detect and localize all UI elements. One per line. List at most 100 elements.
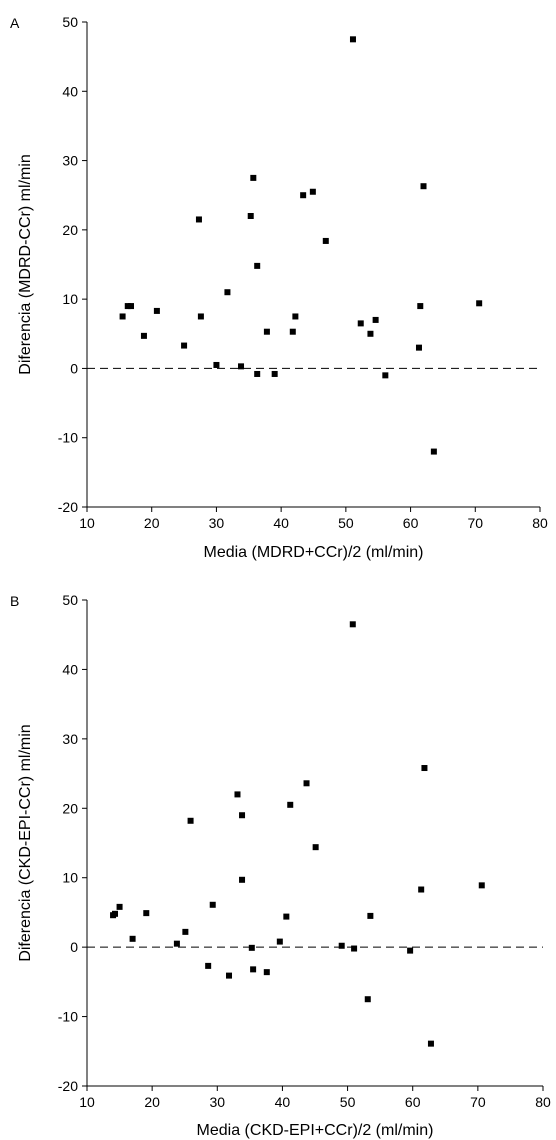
data-point	[292, 313, 299, 320]
panel-letter: A	[10, 15, 20, 31]
data-point	[415, 344, 422, 351]
data-point	[182, 928, 189, 935]
x-tick-label: 70	[470, 1094, 486, 1110]
x-tick-label: 40	[275, 1094, 291, 1110]
y-tick-label: 20	[62, 222, 78, 238]
panel-letter: B	[10, 593, 19, 609]
x-tick-label: 40	[273, 515, 289, 531]
data-point	[287, 801, 294, 808]
data-point	[239, 812, 246, 819]
data-point	[181, 342, 188, 349]
data-point	[205, 962, 212, 969]
data-point	[418, 886, 425, 893]
x-tick-label: 30	[209, 515, 225, 531]
y-tick-label: -20	[58, 1078, 78, 1094]
data-point	[420, 183, 427, 190]
y-axis-title: Diferencia (MDRD-CCr) ml/min	[17, 154, 34, 374]
data-point	[322, 237, 329, 244]
data-point	[248, 944, 255, 951]
data-point	[143, 910, 150, 917]
data-point	[430, 448, 437, 455]
y-tick-label: 10	[62, 291, 78, 307]
x-tick-label: 50	[340, 1094, 356, 1110]
x-tick-label: 10	[79, 1094, 95, 1110]
x-tick-label: 20	[144, 1094, 160, 1110]
x-tick-label: 80	[535, 1094, 551, 1110]
data-point	[309, 188, 316, 195]
x-axis-title: Media (MDRD+CCr)/2 (ml/min)	[203, 544, 423, 561]
data-point	[129, 935, 136, 942]
data-point	[234, 791, 241, 798]
data-point	[263, 969, 270, 976]
data-point	[283, 913, 290, 920]
data-point	[112, 910, 119, 917]
y-tick-label: 0	[70, 360, 78, 376]
x-tick-label: 20	[144, 515, 160, 531]
data-point	[250, 174, 257, 181]
data-point	[173, 940, 180, 947]
x-tick-label: 80	[532, 515, 548, 531]
y-tick-label: 50	[62, 14, 78, 30]
data-point	[303, 780, 310, 787]
data-point	[195, 216, 202, 223]
data-point	[254, 370, 261, 377]
data-point	[153, 307, 160, 314]
data-point	[351, 945, 358, 952]
data-point	[427, 1040, 434, 1047]
y-tick-label: 10	[62, 870, 78, 886]
x-axis-title: Media (CKD-EPI+CCr)/2 (ml/min)	[197, 1122, 434, 1139]
data-point	[349, 36, 356, 43]
y-tick-label: -10	[58, 430, 78, 446]
data-point	[124, 303, 131, 310]
x-tick-label: 30	[209, 1094, 225, 1110]
data-point	[338, 942, 345, 949]
data-point	[263, 328, 270, 335]
chart-panel-b: B -20 -10 0 10 20 30 40 50 10 20 30 40 50 60 70 80 Media …	[10, 592, 551, 1139]
data-point	[116, 903, 123, 910]
y-tick-label: 40	[62, 83, 78, 99]
chart-panel-a: A -20 -10 0 10 20 30 40 50 10 20 30 40 50 60 70 80 Media …	[10, 14, 548, 561]
x-tick-label: 60	[403, 515, 419, 531]
data-point	[226, 972, 233, 979]
data-point	[382, 372, 389, 379]
y-tick-label: 30	[62, 731, 78, 747]
data-point	[271, 370, 278, 377]
data-point	[119, 313, 126, 320]
y-tick-label: -10	[58, 1009, 78, 1025]
data-point	[187, 817, 194, 824]
data-point	[128, 303, 135, 310]
data-point	[478, 882, 485, 889]
data-point	[357, 320, 364, 327]
data-point	[209, 901, 216, 908]
data-point	[300, 192, 307, 199]
data-point	[367, 330, 374, 337]
data-point	[276, 938, 283, 945]
y-tick-label: -20	[58, 499, 78, 515]
y-tick-label: 0	[70, 939, 78, 955]
data-point	[239, 876, 246, 883]
data-point	[364, 996, 371, 1003]
data-point	[197, 313, 204, 320]
data-point	[421, 765, 428, 772]
data-point	[238, 363, 245, 370]
data-point	[289, 328, 296, 335]
x-tick-label: 60	[405, 1094, 421, 1110]
data-point	[224, 289, 231, 296]
data-point	[407, 947, 414, 954]
x-tick-label: 70	[467, 515, 483, 531]
x-tick-label: 50	[338, 515, 354, 531]
data-point	[372, 316, 379, 323]
data-point	[140, 332, 147, 339]
data-point	[250, 966, 257, 973]
data-point	[254, 262, 261, 269]
y-tick-label: 20	[62, 800, 78, 816]
data-point	[476, 300, 483, 307]
y-tick-label: 50	[62, 592, 78, 608]
data-point	[417, 303, 424, 310]
data-point	[213, 361, 220, 368]
y-axis-title: Diferencia (CKD-EPI-CCr) ml/min	[17, 724, 34, 961]
data-point	[367, 912, 374, 919]
data-point	[312, 844, 319, 851]
data-point	[247, 213, 254, 219]
